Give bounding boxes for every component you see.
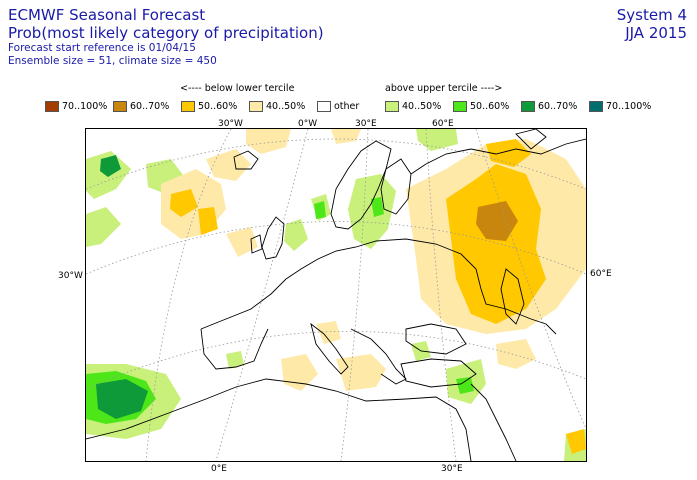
legend-label: 40..50% [402, 100, 442, 112]
legend-item: 50..60% [181, 99, 237, 113]
graticule-line [86, 138, 586, 190]
legend-item: 70..100% [45, 99, 107, 113]
legend-swatch [249, 100, 263, 112]
shade-40-50-below [336, 354, 386, 391]
legend-label: 50..60% [470, 100, 510, 112]
coastline-turkey [400, 358, 477, 388]
legend-swatch [385, 100, 399, 112]
legend-label: 70..100% [606, 100, 652, 112]
shade-40-50-above [348, 174, 396, 249]
legend-swatch [317, 100, 331, 112]
legend-item: 40..50% [385, 99, 441, 113]
system-block: System 4 JJA 2015 [617, 6, 687, 42]
lon-label-0-bottom: 0°E [211, 464, 227, 474]
forecast-map [85, 128, 587, 462]
legend-swatch [589, 100, 603, 112]
legend-item: 60..70% [521, 99, 577, 113]
season-label: JJA 2015 [625, 24, 687, 42]
legend-swatch [521, 100, 535, 112]
shade-40-50-below [226, 227, 258, 257]
shade-50-60-above [371, 197, 384, 217]
legend-item: 60..70% [113, 99, 169, 113]
legend-item: 40..50% [249, 99, 305, 113]
shade-60-70-below [476, 201, 518, 241]
shade-50-60-below [170, 189, 198, 217]
lon-label-60e-top: 60°E [432, 119, 454, 129]
coastline-europe [200, 238, 557, 335]
forecast-start-reference: Forecast start reference is 01/04/15 [8, 42, 196, 54]
coastline-iceland [233, 150, 259, 170]
legend-swatch [181, 100, 195, 112]
legend-swatch [113, 100, 127, 112]
graticule-line [425, 129, 457, 461]
legend-label: 40..50% [266, 100, 306, 112]
shade-40-50-below [246, 129, 291, 154]
above-tercile-shading-strong [86, 155, 474, 424]
coastline-russia-north [410, 138, 586, 175]
legend-below-heading: <---- below lower tercile [180, 83, 295, 94]
legend-item: 50..60% [453, 99, 509, 113]
legend-swatch [45, 100, 59, 112]
shade-40-50-above [284, 219, 308, 251]
page-title: ECMWF Seasonal Forecast [8, 6, 206, 24]
below-tercile-shading-strong [170, 139, 586, 454]
lon-label-30e-bottom: 30°E [441, 464, 463, 474]
shade-50-60-below [198, 207, 218, 235]
legend: 70..100% 60..70% 50..60% 40..50% other 4… [0, 99, 697, 113]
lon-label-0-top: 0°W [298, 119, 318, 129]
legend-label: 60..70% [538, 100, 578, 112]
shade-50-60-above [456, 377, 474, 394]
shade-40-50-above [226, 351, 244, 369]
coastline-middle-east [470, 383, 517, 461]
shade-50-60-above [314, 201, 326, 219]
coastline-iberia [200, 328, 269, 370]
graticule-line [340, 129, 369, 461]
shade-40-50-above [86, 207, 121, 247]
legend-label: other [334, 100, 360, 112]
shade-40-50-below [316, 321, 341, 344]
shade-50-60-below [566, 429, 586, 454]
coastline-ireland [250, 234, 263, 254]
legend-swatch [453, 100, 467, 112]
shade-50-60-below [486, 139, 531, 167]
graticule-line [86, 221, 586, 275]
graticule [86, 129, 586, 461]
legend-label: 50..60% [198, 100, 238, 112]
legend-item: 70..100% [589, 99, 651, 113]
lon-label-30e-top: 30°E [355, 119, 377, 129]
legend-label: 70..100% [62, 100, 108, 112]
coastlines [86, 129, 586, 461]
shade-40-50-above [416, 129, 458, 151]
coastline-novaya-zemlya [515, 129, 547, 150]
lat-label-60e-right: 60°E [590, 269, 612, 279]
coastline-black-sea [405, 323, 467, 355]
coastline-balkans [350, 328, 407, 385]
page-subtitle: Prob(most likely category of precipitati… [8, 24, 324, 42]
legend-label: 60..70% [130, 100, 170, 112]
legend-above-heading: above upper tercile ----> [385, 83, 503, 94]
lon-label-30w-top: 30°W [218, 119, 243, 129]
graticule-line [215, 129, 309, 461]
coastline-caspian [500, 268, 525, 325]
system-label: System 4 [616, 6, 687, 24]
legend-item: other [317, 99, 359, 113]
coastline-north-africa [86, 378, 472, 461]
shade-50-60-below [446, 164, 546, 324]
lat-label-30w-left: 30°W [58, 271, 83, 281]
coastline-britain [261, 216, 285, 260]
shade-40-50-below [331, 129, 361, 144]
coastline-finland [380, 158, 412, 215]
graticule-line [145, 129, 232, 461]
map-canvas [86, 129, 586, 461]
shade-40-50-below [496, 339, 536, 369]
shade-60-70-above [100, 155, 121, 177]
shade-60-70-above [96, 379, 148, 419]
coastline-italy [310, 322, 349, 375]
title-block: ECMWF Seasonal Forecast Prob(most likely… [8, 6, 324, 68]
shade-40-50-below [206, 149, 251, 181]
ensemble-size: Ensemble size = 51, climate size = 450 [8, 55, 217, 67]
